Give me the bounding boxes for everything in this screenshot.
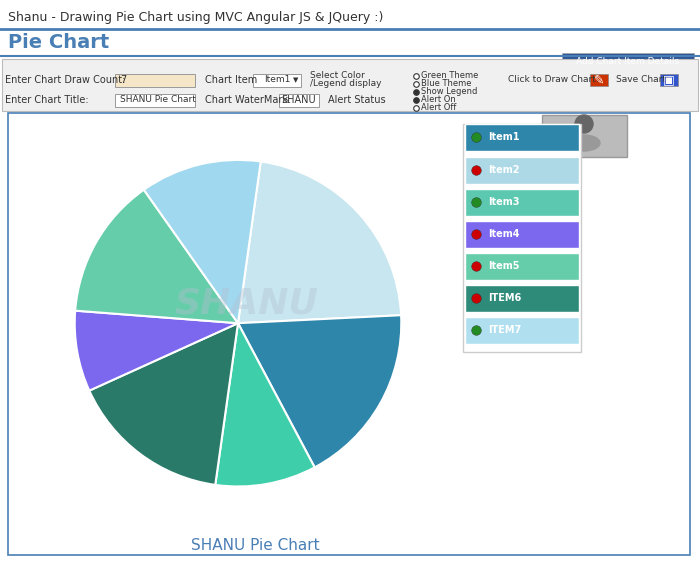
Text: Click to Draw Chart:: Click to Draw Chart: [508,75,598,84]
Text: Item1: Item1 [488,132,519,142]
FancyBboxPatch shape [463,124,581,352]
Text: Green Theme: Green Theme [421,71,478,81]
Text: Show Legend: Show Legend [421,87,477,96]
Text: Chart Item: Chart Item [205,75,258,85]
FancyBboxPatch shape [542,115,627,157]
Text: ITEM7: ITEM7 [488,325,522,335]
Text: Save Chart:: Save Chart: [616,75,669,84]
Text: Shanu - Drawing Pie Chart using MVC Angular JS & JQuery :): Shanu - Drawing Pie Chart using MVC Angu… [8,11,384,23]
Ellipse shape [568,135,600,151]
Text: ▼: ▼ [293,77,298,83]
FancyBboxPatch shape [2,59,698,111]
Wedge shape [238,315,401,467]
Text: SHANU: SHANU [174,286,318,320]
Text: Alert On: Alert On [421,95,456,104]
Text: Pie Chart: Pie Chart [8,33,109,53]
Text: Enter Chart Draw Count:: Enter Chart Draw Count: [5,75,125,85]
Text: ▣: ▣ [663,74,675,87]
Text: ITEM6: ITEM6 [488,293,522,303]
FancyBboxPatch shape [115,94,195,107]
Text: 7: 7 [120,75,126,85]
Text: Item3: Item3 [488,197,519,207]
Text: SHANU Pie Chart: SHANU Pie Chart [190,538,319,552]
Text: Add Chart Item Details: Add Chart Item Details [576,57,680,66]
Text: Item4: Item4 [488,229,519,239]
Circle shape [575,115,593,133]
Text: ✎: ✎ [594,74,604,87]
Text: Blue Theme: Blue Theme [421,79,472,88]
FancyBboxPatch shape [562,53,694,71]
FancyBboxPatch shape [465,317,579,344]
FancyBboxPatch shape [465,124,579,151]
FancyBboxPatch shape [590,74,608,86]
Wedge shape [75,311,238,391]
FancyBboxPatch shape [8,113,690,555]
Text: Chart WaterMark:: Chart WaterMark: [205,95,291,105]
Wedge shape [144,160,260,323]
Text: Alert Status: Alert Status [328,95,386,105]
FancyBboxPatch shape [465,221,579,248]
Text: /Legend display: /Legend display [310,79,382,88]
FancyBboxPatch shape [660,74,678,86]
Text: Select Color: Select Color [310,71,365,81]
Wedge shape [75,190,238,323]
Wedge shape [238,162,401,323]
Wedge shape [90,323,238,485]
Text: SHANU: SHANU [281,95,316,105]
FancyBboxPatch shape [115,74,195,87]
Text: Enter Chart Title:: Enter Chart Title: [5,95,89,105]
FancyBboxPatch shape [465,253,579,280]
FancyBboxPatch shape [465,189,579,216]
FancyBboxPatch shape [465,285,579,312]
Text: Item2: Item2 [488,165,519,175]
Text: SHANU Pie Chart: SHANU Pie Chart [120,95,196,104]
FancyBboxPatch shape [279,94,319,107]
FancyBboxPatch shape [465,157,579,184]
Text: Item1: Item1 [264,75,290,84]
Text: Alert Off: Alert Off [421,104,456,112]
FancyBboxPatch shape [253,74,301,87]
Wedge shape [216,323,315,486]
Text: Item5: Item5 [488,261,519,271]
